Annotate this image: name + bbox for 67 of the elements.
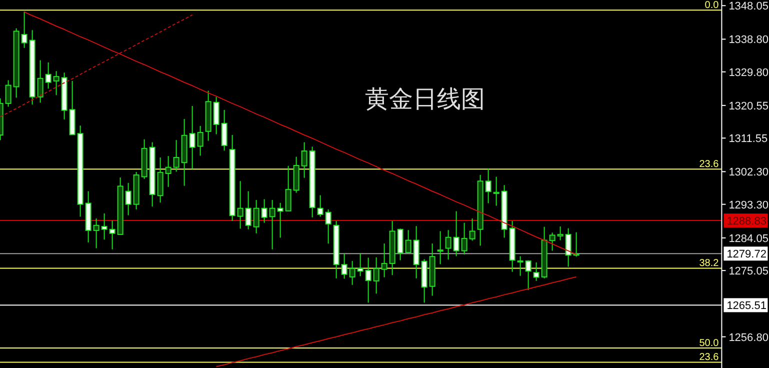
candlestick bbox=[381, 243, 388, 278]
candlestick bbox=[517, 256, 524, 276]
candlestick bbox=[213, 96, 220, 135]
ref-line-label: 1265.51 bbox=[726, 300, 766, 312]
candlestick bbox=[325, 208, 332, 244]
candlestick bbox=[173, 140, 180, 172]
candlestick bbox=[341, 252, 348, 280]
annotation: 23.6 bbox=[699, 352, 720, 364]
line-series bbox=[216, 276, 577, 368]
candlestick bbox=[469, 218, 476, 242]
candlestick bbox=[453, 210, 460, 257]
candlestick bbox=[253, 199, 260, 234]
annotation: 38.2 bbox=[699, 258, 720, 270]
candlestick bbox=[461, 222, 468, 255]
y-tick-label: 1293.30 bbox=[728, 199, 768, 212]
candlestick bbox=[277, 202, 284, 238]
candlestick bbox=[533, 262, 540, 282]
candlestick bbox=[45, 62, 52, 90]
candlestick bbox=[357, 252, 364, 277]
y-tick-label: 1329.80 bbox=[728, 66, 768, 79]
y-tick-label: 1348.05 bbox=[728, 0, 768, 13]
annotation: 23.6 bbox=[699, 159, 720, 170]
candlestick bbox=[101, 212, 108, 240]
y-tick-label: 1256.80 bbox=[728, 332, 768, 344]
candlestick bbox=[549, 232, 556, 252]
y-tick-label: 1302.30 bbox=[728, 166, 768, 179]
y-tick-label: 1284.05 bbox=[728, 232, 768, 245]
candlestick bbox=[5, 80, 12, 108]
candlestick bbox=[405, 230, 412, 254]
candlestick bbox=[301, 142, 308, 178]
candlestick bbox=[349, 260, 356, 286]
candlestick bbox=[285, 165, 292, 212]
annotation: 50.0 bbox=[699, 338, 720, 350]
candlestick bbox=[125, 182, 132, 216]
candlestick bbox=[93, 218, 100, 249]
y-tick-label: 1320.55 bbox=[728, 100, 768, 112]
candlestick bbox=[165, 156, 172, 188]
candlestick bbox=[485, 168, 492, 204]
candlestick bbox=[53, 70, 60, 96]
candlestick bbox=[437, 230, 444, 265]
candlestick bbox=[397, 228, 404, 261]
candlestick bbox=[525, 260, 532, 290]
candlestick bbox=[21, 11, 28, 48]
candlestick bbox=[373, 256, 380, 294]
candlestick bbox=[237, 180, 244, 230]
ref-line-label: 1279.72 bbox=[726, 248, 766, 261]
y-tick-label: 1338.80 bbox=[728, 34, 768, 46]
candlestick bbox=[445, 230, 452, 260]
candlestick bbox=[157, 157, 164, 204]
candlestick bbox=[245, 190, 252, 230]
y-tick-label: 1275.05 bbox=[728, 266, 768, 278]
candlestick bbox=[109, 220, 116, 250]
candlestick bbox=[197, 125, 204, 156]
candlestick bbox=[37, 60, 44, 104]
ref-line-label: 1288.83 bbox=[726, 216, 766, 228]
candlestick bbox=[557, 226, 564, 241]
candlestick bbox=[493, 176, 500, 206]
candlestick bbox=[317, 194, 324, 218]
candlestick bbox=[261, 198, 268, 224]
candlestick bbox=[269, 199, 276, 250]
candlestick bbox=[565, 228, 572, 268]
text: 黄金日线图 bbox=[365, 85, 485, 113]
candlestick bbox=[365, 257, 372, 304]
y-tick-label: 1311.55 bbox=[728, 133, 768, 146]
annotation: 0.0 bbox=[704, 0, 720, 12]
candlestick bbox=[221, 109, 228, 152]
candlestick bbox=[189, 105, 196, 170]
